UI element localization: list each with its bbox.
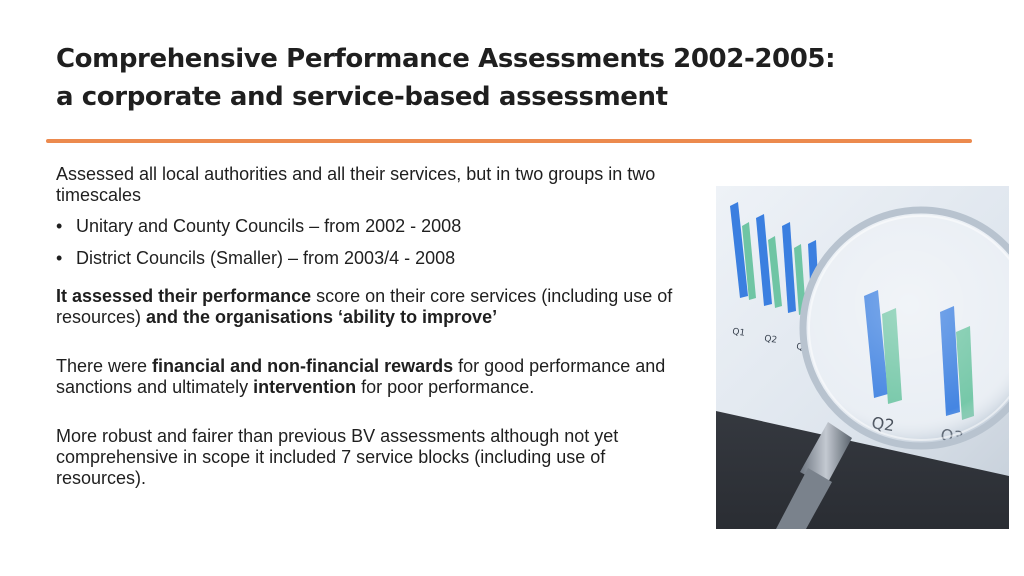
body-text: for good performance and sanctions and u…	[56, 356, 666, 397]
bold-text: It assessed their performance	[56, 286, 312, 306]
performance-paragraph: It assessed their performance score on t…	[56, 286, 696, 328]
list-item: • District Councils (Smaller) – from 200…	[56, 248, 696, 269]
slide-title: Comprehensive Performance Assessments 20…	[56, 40, 956, 116]
body-text: There were	[56, 356, 153, 376]
bullet-marker: •	[56, 216, 63, 236]
title-line-2: a corporate and service-based assessment	[56, 82, 668, 112]
bold-text: and the organisations ‘ability to improv…	[146, 307, 498, 327]
magnifying-glass-chart-photo: Q1 Q2 Q3 Q2 Q3	[716, 186, 1009, 529]
intro-paragraph: Assessed all local authorities and all t…	[56, 164, 656, 205]
body-text: for poor performance.	[356, 377, 535, 397]
list-item: • Unitary and County Councils – from 200…	[56, 216, 696, 237]
council-list: • Unitary and County Councils – from 200…	[56, 216, 696, 269]
title-divider	[46, 139, 972, 143]
photo-illustration: Q1 Q2 Q3 Q2 Q3	[716, 186, 1009, 529]
bold-text: financial and non-financial rewards	[152, 356, 454, 376]
bold-text: intervention	[253, 377, 357, 397]
rewards-paragraph: There were financial and non-financial r…	[56, 356, 696, 398]
bullet-marker: •	[56, 248, 63, 268]
svg-text:Q2: Q2	[764, 334, 778, 346]
list-item-text: District Councils (Smaller) – from 2003/…	[76, 248, 456, 268]
assessment-paragraph: More robust and fairer than previous BV …	[56, 426, 619, 488]
body-text: score on their core services (including …	[56, 286, 673, 327]
title-line-1: Comprehensive Performance Assessments 20…	[56, 44, 836, 74]
slide-body: Assessed all local authorities and all t…	[56, 164, 696, 489]
list-item-text: Unitary and County Councils – from 2002 …	[76, 216, 462, 236]
svg-text:Q1: Q1	[732, 327, 746, 339]
